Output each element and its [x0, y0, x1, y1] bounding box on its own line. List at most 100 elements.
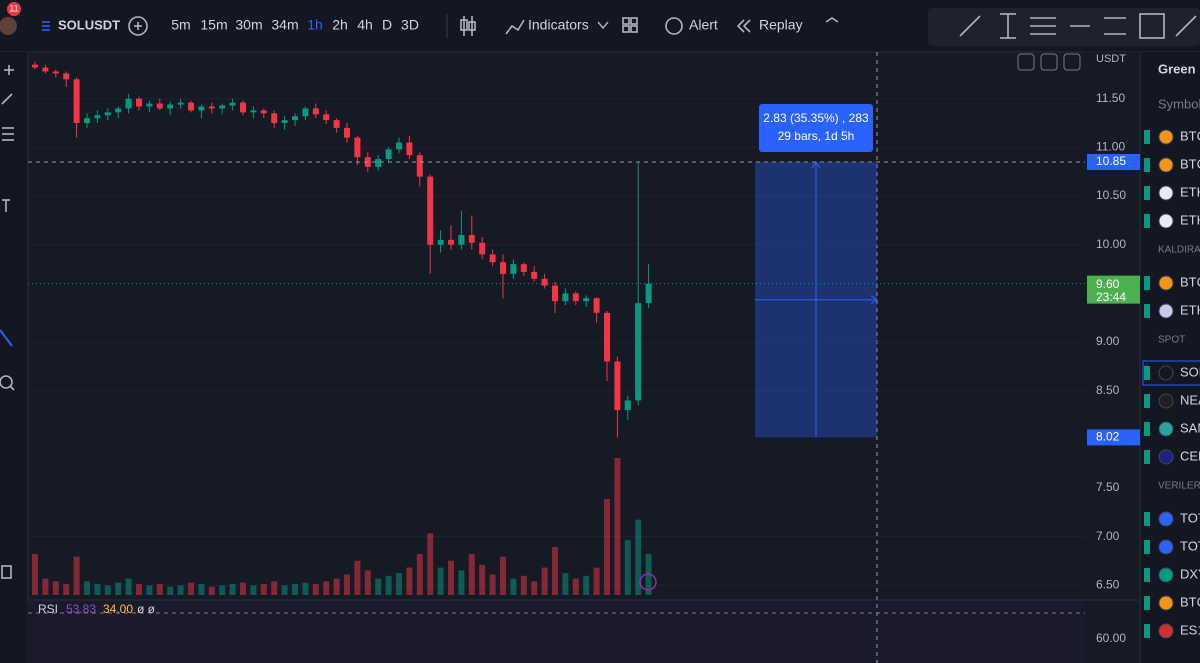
candle-body [281, 120, 288, 124]
candle-body [115, 108, 122, 113]
volume-bar [520, 575, 527, 595]
watchlist-title[interactable]: Green [1158, 61, 1196, 76]
watchlist-symbol[interactable]: BTC [1180, 594, 1200, 609]
y-tick-label: 7.00 [1096, 529, 1120, 543]
row-icon [1158, 157, 1174, 173]
measure-arrow-right [870, 295, 878, 305]
watchlist-symbol[interactable]: ETH [1180, 184, 1200, 199]
notification-count: 11 [9, 3, 18, 13]
candle-body [167, 104, 174, 109]
volume-bar [604, 499, 610, 595]
candle-body [406, 142, 413, 156]
rsi-tick-label: 60.00 [1096, 631, 1126, 645]
replay-button[interactable]: Replay [759, 17, 803, 33]
volume-bar [458, 570, 465, 595]
measure-arrow-up [811, 161, 821, 169]
volume-bar [552, 547, 558, 595]
volume-bar [468, 553, 475, 595]
volume-bar [614, 458, 621, 595]
watchlist-symbol[interactable]: DXY [1180, 566, 1200, 581]
currency-label[interactable]: USDT [1096, 53, 1126, 65]
volume-bar [323, 581, 330, 595]
volume-bar [94, 584, 101, 595]
candle-body [396, 142, 402, 150]
candle-body [354, 137, 361, 158]
interval-button[interactable]: 3D [401, 17, 419, 33]
volume-bar [292, 584, 298, 595]
candle-body [375, 159, 382, 167]
last-price-label: 9.60 [1096, 277, 1120, 291]
row-icon [1158, 567, 1174, 583]
watchlist-symbol[interactable]: BTC [1180, 274, 1200, 289]
volume-bar [416, 553, 423, 595]
alert-button[interactable]: Alert [689, 17, 718, 33]
drawing-tools [0, 13, 1197, 579]
volume-bar [198, 584, 205, 595]
candle-body [156, 103, 163, 109]
candle-body [448, 239, 454, 245]
candle-body [146, 103, 153, 107]
interval-button[interactable]: 34m [271, 17, 298, 33]
volume-bar [229, 584, 236, 595]
row-flag [1144, 450, 1150, 464]
interval-button[interactable]: 2h [332, 17, 348, 33]
watchlist-symbol[interactable]: BTC [1180, 128, 1200, 143]
row-flag [1144, 158, 1150, 172]
watchlist-symbol[interactable]: ES1 [1180, 622, 1200, 637]
volume-bar [32, 553, 38, 595]
candle-body [84, 118, 90, 124]
candle-body [510, 264, 517, 274]
interval-button[interactable]: 30m [235, 17, 262, 33]
watchlist-symbol[interactable]: CEL [1180, 448, 1200, 463]
watchlist-symbol[interactable]: ETH [1180, 302, 1200, 317]
measure-text: 29 bars, 1d 5h [778, 129, 855, 143]
maximize-button[interactable] [1063, 53, 1081, 71]
indicators-button[interactable]: Indicators [528, 17, 589, 33]
watchlist-symbol[interactable]: TOT [1180, 538, 1200, 553]
watchlist-symbol[interactable]: ETH [1180, 212, 1200, 227]
candle-body [229, 102, 236, 106]
row-flag [1144, 276, 1150, 290]
interval-button[interactable]: D [382, 17, 392, 33]
candle-body [250, 110, 257, 113]
row-flag [1144, 366, 1150, 380]
rsi-title: RSI [38, 602, 58, 616]
row-icon [1158, 393, 1174, 409]
watchlist-symbol[interactable]: BTC [1180, 156, 1200, 171]
candle-body [604, 312, 610, 362]
volume-bar [635, 519, 642, 595]
candle-body [593, 298, 600, 313]
watchlist-symbol[interactable]: SOL [1180, 364, 1200, 379]
price-marker-label: 8.02 [1096, 430, 1120, 444]
dropdown-caret [597, 21, 609, 30]
candle-body [552, 285, 558, 302]
y-tick-label: 6.50 [1096, 578, 1120, 592]
scroll-button[interactable] [1017, 53, 1035, 71]
volume-bar [562, 573, 569, 595]
y-tick-label: 8.50 [1096, 383, 1120, 397]
selected-row [1142, 360, 1200, 386]
drawing-toolbar[interactable] [928, 8, 1200, 46]
interval-button[interactable]: 1h [307, 17, 323, 33]
candle-body [468, 234, 475, 243]
watchlist-symbol[interactable]: NEA [1180, 392, 1200, 407]
interval-button[interactable]: 5m [171, 17, 190, 33]
rsi-level: 34.00 [103, 602, 133, 616]
candle-body [624, 400, 631, 411]
row-flag [1144, 394, 1150, 408]
volume-bar [479, 564, 486, 595]
y-tick-label: 10.50 [1096, 188, 1126, 202]
price-axis [1085, 52, 1140, 663]
watchlist-symbol[interactable]: TOT [1180, 510, 1200, 525]
candle-body [344, 127, 350, 138]
row-icon [1158, 365, 1174, 381]
measure-text: 2.83 (35.35%) , 283 [763, 111, 869, 125]
symbol-name[interactable]: SOLUSDT [58, 17, 120, 32]
collapse-button[interactable] [1040, 53, 1058, 71]
interval-button[interactable]: 4h [357, 17, 373, 33]
watchlist-symbol[interactable]: SAM [1180, 420, 1200, 435]
rsi-extra: ø ø [137, 602, 156, 616]
interval-button[interactable]: 15m [200, 17, 227, 33]
candle-body [500, 262, 506, 274]
